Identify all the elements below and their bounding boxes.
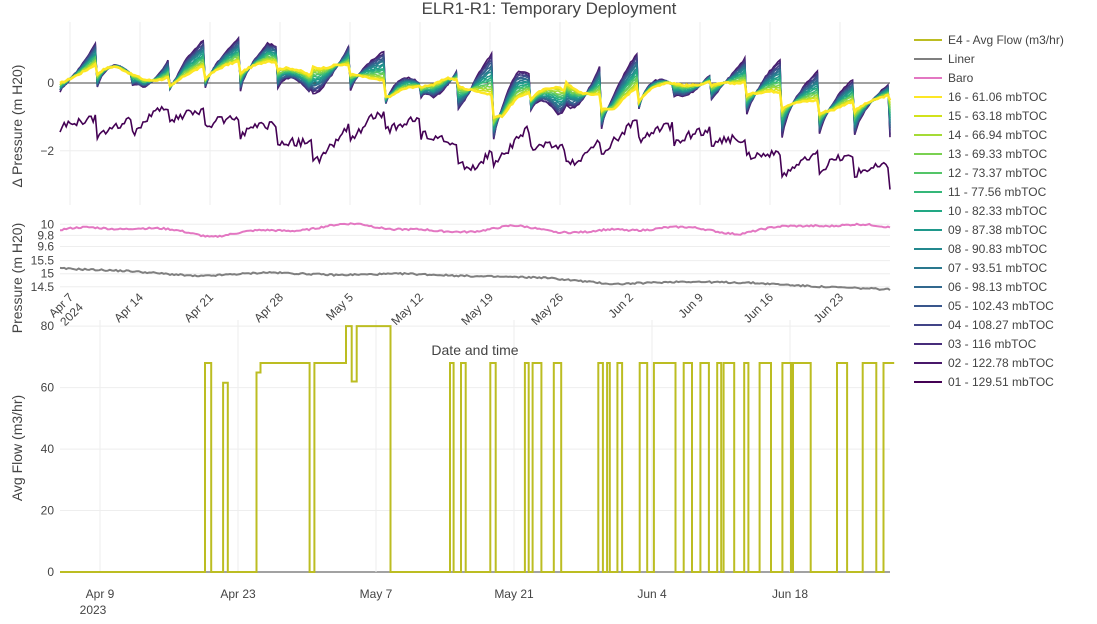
legend-item[interactable]: 14 - 66.94 mbTOC <box>914 128 1047 142</box>
legend-item[interactable]: Baro <box>914 71 974 85</box>
legend-label: 06 - 98.13 mbTOC <box>948 280 1047 294</box>
legend-label: 08 - 90.83 mbTOC <box>948 242 1047 256</box>
pressure-xtick-line: Apr 14 <box>111 290 146 325</box>
legend-label: E4 - Avg Flow (m3/hr) <box>948 33 1064 47</box>
delta-series-line[interactable] <box>59 43 891 133</box>
flow-ytick: 60 <box>41 381 55 395</box>
legend-label: 16 - 61.06 mbTOC <box>948 90 1047 104</box>
flow-ytick: 20 <box>41 504 55 518</box>
legend-item[interactable]: 08 - 90.83 mbTOC <box>914 242 1047 256</box>
pressure-xtick: May 12 <box>388 290 426 328</box>
pressure-xtick: Jun 2 <box>605 290 636 321</box>
flow-panel[interactable]: 0 20 40 60 80 Apr 9 2023 Apr 23 May 7 May 21 Jun 4… <box>41 319 895 617</box>
legend-item[interactable]: 16 - 61.06 mbTOC <box>914 90 1047 104</box>
baro-line[interactable] <box>60 222 891 239</box>
pressure-xtick: May 5 <box>323 290 356 323</box>
pressure-xtick-line: Jun 9 <box>675 290 706 321</box>
legend-item[interactable]: 01 - 129.51 mbTOC <box>914 375 1054 389</box>
pressure-xtick-line: May 26 <box>528 290 566 328</box>
legend-label: 03 - 116 mbTOC <box>948 337 1037 351</box>
legend-label: 13 - 69.33 mbTOC <box>948 147 1047 161</box>
flow-line[interactable] <box>60 325 895 573</box>
flow-xtick: May 7 <box>360 587 393 601</box>
legend-item[interactable]: 02 - 122.78 mbTOC <box>914 356 1054 370</box>
liner-ytick: 15 <box>41 267 55 281</box>
legend-item[interactable]: 11 - 77.56 mbTOC <box>914 185 1047 199</box>
baro-ytick: 9.8 <box>37 228 54 242</box>
legend-item[interactable]: 06 - 98.13 mbTOC <box>914 280 1047 294</box>
legend[interactable]: E4 - Avg Flow (m3/hr) Liner Baro 16 - 61.06… <box>914 33 1064 389</box>
legend-item[interactable]: E4 - Avg Flow (m3/hr) <box>914 33 1064 47</box>
flow-xtick: Apr 9 <box>86 587 115 601</box>
legend-label: 11 - 77.56 mbTOC <box>948 185 1047 199</box>
pressure-xtick-line: Apr 21 <box>181 290 216 325</box>
legend-label: 10 - 82.33 mbTOC <box>948 204 1047 218</box>
baro-ytick: 9.6 <box>37 239 54 253</box>
flow-ytick: 80 <box>41 319 55 333</box>
pressure-xtick-line: May 19 <box>458 290 496 328</box>
legend-item[interactable]: 15 - 63.18 mbTOC <box>914 109 1047 123</box>
delta-series-line[interactable] <box>59 59 892 120</box>
legend-item[interactable]: 07 - 93.51 mbTOC <box>914 261 1047 275</box>
delta-ytick: 0 <box>47 76 54 90</box>
legend-label: 01 - 129.51 mbTOC <box>948 375 1054 389</box>
baro-ytick: 10 <box>41 217 55 231</box>
legend-label: 09 - 87.38 mbTOC <box>948 223 1047 237</box>
flow-xtick: Apr 23 <box>220 587 256 601</box>
legend-item[interactable]: 04 - 108.27 mbTOC <box>914 318 1054 332</box>
pressure-xtick: Apr 21 <box>181 290 216 325</box>
legend-label: 14 - 66.94 mbTOC <box>948 128 1047 142</box>
pressure-ylabel: Pressure (m H20) <box>9 223 25 333</box>
liner-ytick: 14.5 <box>31 280 55 294</box>
legend-item[interactable]: 10 - 82.33 mbTOC <box>914 204 1047 218</box>
legend-label: 07 - 93.51 mbTOC <box>948 261 1047 275</box>
liner-line[interactable] <box>59 266 891 291</box>
legend-label: 04 - 108.27 mbTOC <box>948 318 1054 332</box>
flow-ytick: 40 <box>41 442 55 456</box>
legend-label: Baro <box>948 71 974 85</box>
pressure-xtick-line: Jun 23 <box>811 290 847 326</box>
pressure-xtick: Jun 16 <box>741 290 777 326</box>
pressure-xlabel: Date and time <box>431 342 518 358</box>
flow-ytick: 0 <box>47 565 54 579</box>
legend-item[interactable]: 09 - 87.38 mbTOC <box>914 223 1047 237</box>
legend-label: 12 - 73.37 mbTOC <box>948 166 1047 180</box>
legend-item[interactable]: 12 - 73.37 mbTOC <box>914 166 1047 180</box>
pressure-xtick-line: May 12 <box>388 290 426 328</box>
legend-item[interactable]: 05 - 102.43 mbTOC <box>914 299 1054 313</box>
legend-label: Liner <box>948 52 975 66</box>
pressure-xtick: Jun 23 <box>811 290 847 326</box>
baro-panel[interactable]: 109.89.6 <box>37 217 891 253</box>
pressure-xtick: Apr 14 <box>111 290 146 325</box>
legend-item[interactable]: 03 - 116 mbTOC <box>914 337 1037 351</box>
legend-label: 05 - 102.43 mbTOC <box>948 299 1054 313</box>
flow-xtick: Jun 18 <box>772 587 808 601</box>
pressure-xtick: May 26 <box>528 290 566 328</box>
pressure-xtick-line: Jun 16 <box>741 290 777 326</box>
pressure-xtick-line: May 5 <box>323 290 356 323</box>
chart-title: ELR1-R1: Temporary Deployment <box>422 0 677 18</box>
flow-xtick: Jun 4 <box>637 587 667 601</box>
flow-xtick: 2023 <box>80 603 107 617</box>
delta-pressure-panel[interactable]: 0 −2 <box>40 22 892 205</box>
pressure-xtick: Jun 9 <box>675 290 706 321</box>
pressure-xtick-line: Apr 28 <box>251 290 286 325</box>
delta-ylabel: Δ Pressure (m H20) <box>9 65 25 188</box>
delta-series-line[interactable] <box>59 105 891 190</box>
liner-ytick: 15.5 <box>31 254 55 268</box>
pressure-xtick-line: Jun 2 <box>605 290 636 321</box>
flow-ylabel: Avg Flow (m3/hr) <box>9 395 25 501</box>
delta-ytick: −2 <box>40 144 54 158</box>
legend-label: 15 - 63.18 mbTOC <box>948 109 1047 123</box>
pressure-xtick: Apr 28 <box>251 290 286 325</box>
legend-item[interactable]: Liner <box>914 52 975 66</box>
legend-label: 02 - 122.78 mbTOC <box>948 356 1054 370</box>
pressure-xtick: May 19 <box>458 290 496 328</box>
legend-item[interactable]: 13 - 69.33 mbTOC <box>914 147 1047 161</box>
flow-xtick: May 21 <box>494 587 534 601</box>
